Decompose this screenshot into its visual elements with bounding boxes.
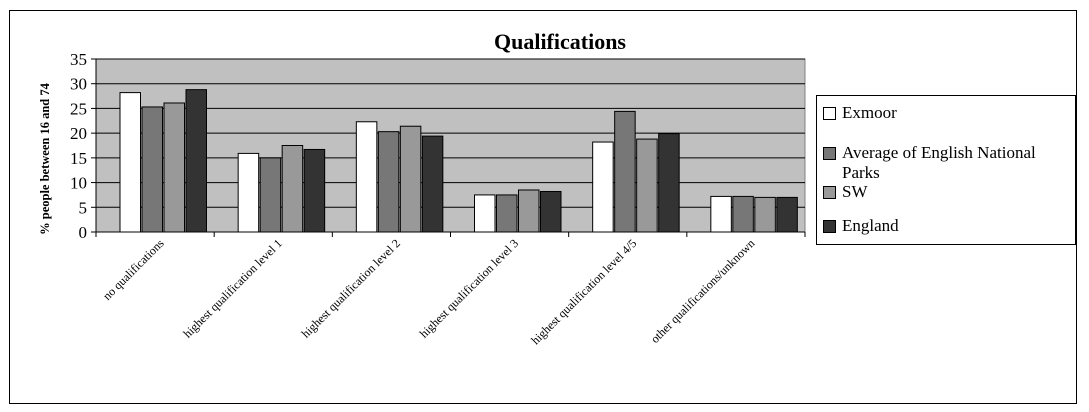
legend-swatch-national-parks bbox=[823, 147, 836, 160]
y-tick-label: 5 bbox=[79, 198, 88, 217]
legend-item-sw: SW bbox=[823, 182, 1072, 202]
bar bbox=[710, 195, 732, 233]
y-tick-label: 25 bbox=[70, 99, 87, 118]
y-axis-label: % people between 16 and 74 bbox=[38, 82, 52, 234]
bar bbox=[474, 194, 496, 233]
x-tick-label: highest qualification level 3 bbox=[417, 236, 521, 340]
y-tick-label: 10 bbox=[70, 174, 87, 193]
chart-title: Qualifications bbox=[494, 29, 626, 54]
legend-item-national-parks: Average of English National Parks bbox=[823, 143, 1072, 183]
bar bbox=[614, 110, 636, 233]
legend-label-sw: SW bbox=[842, 182, 868, 201]
legend-swatch-england bbox=[823, 220, 836, 233]
plot-background bbox=[95, 58, 806, 233]
bar bbox=[259, 157, 282, 233]
legend-swatch-sw bbox=[823, 186, 836, 199]
bar bbox=[185, 89, 207, 233]
x-tick-label: highest qualification level 1 bbox=[180, 236, 284, 340]
bar bbox=[754, 196, 776, 233]
bar bbox=[163, 102, 185, 233]
legend-label-national-parks: Average of English National Parks bbox=[842, 143, 1036, 182]
bar bbox=[303, 148, 326, 233]
bar bbox=[281, 145, 304, 233]
bar bbox=[732, 195, 754, 233]
bar bbox=[636, 138, 658, 233]
x-tick-label: highest qualification level 2 bbox=[299, 236, 403, 340]
bar bbox=[518, 189, 540, 233]
legend-item-exmoor: Exmoor bbox=[823, 103, 1072, 123]
chart-svg: Qualifications % people between 16 and 7… bbox=[38, 29, 806, 347]
legend: Exmoor Average of English National Parks… bbox=[816, 95, 1076, 245]
bar bbox=[540, 190, 562, 233]
chart-frame: Qualifications % people between 16 and 7… bbox=[9, 10, 1077, 404]
x-tick-label: other qualifications/unknown bbox=[648, 236, 758, 346]
bar bbox=[377, 131, 400, 233]
bar bbox=[141, 106, 163, 233]
y-tick-label: 30 bbox=[70, 75, 87, 94]
bar bbox=[421, 135, 444, 233]
bar bbox=[658, 133, 680, 233]
bar bbox=[119, 92, 141, 233]
y-tick-label: 20 bbox=[70, 124, 87, 143]
legend-swatch-exmoor bbox=[823, 107, 836, 120]
x-tick-label: no qualifications bbox=[100, 236, 167, 303]
bar bbox=[399, 125, 422, 233]
legend-item-england: England bbox=[823, 216, 1072, 236]
legend-label-exmoor: Exmoor bbox=[842, 103, 897, 122]
y-tick-label: 0 bbox=[79, 223, 88, 242]
bar bbox=[237, 152, 260, 233]
bar bbox=[355, 121, 378, 233]
bar bbox=[776, 196, 798, 233]
y-tick-label: 35 bbox=[70, 50, 87, 69]
bar bbox=[592, 141, 614, 233]
y-tick-label: 15 bbox=[70, 149, 87, 168]
x-tick-label: highest qualification level 4/5 bbox=[528, 236, 639, 347]
legend-label-england: England bbox=[842, 216, 899, 235]
bar bbox=[496, 194, 518, 233]
